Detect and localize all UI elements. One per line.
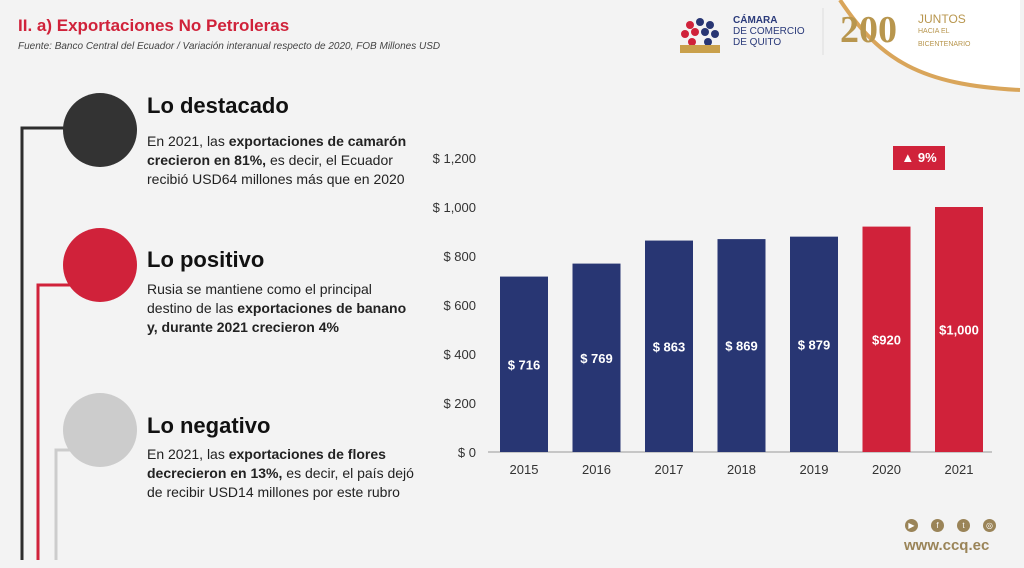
instagram-icon[interactable]: ◎ <box>983 519 996 532</box>
bicentenario-logo: 200 <box>840 9 897 51</box>
x-tick-label: 2018 <box>727 462 756 477</box>
juntos-logo-text: JUNTOS HACIA EL BICENTENARIO <box>918 12 971 48</box>
youtube-icon[interactable]: ▶ <box>905 519 918 532</box>
y-tick-label: $ 800 <box>443 249 476 264</box>
section-circle-icon <box>63 228 137 302</box>
bar <box>717 239 766 452</box>
x-tick-label: 2015 <box>510 462 539 477</box>
y-tick-label: $ 0 <box>458 445 476 460</box>
x-tick-label: 2017 <box>655 462 684 477</box>
data-label: $1,000 <box>939 323 979 338</box>
bar <box>500 276 548 452</box>
y-tick-label: $ 1,200 <box>433 151 476 166</box>
ccq-logo-icon <box>680 18 720 53</box>
data-label: $ 869 <box>725 339 758 354</box>
facebook-icon[interactable]: f <box>931 519 944 532</box>
data-label: $ 716 <box>508 357 541 372</box>
section-text: En 2021, las exportaciones de flores dec… <box>147 446 414 500</box>
growth-badge: ▲ 9% <box>893 146 945 170</box>
x-tick-label: 2016 <box>582 462 611 477</box>
bar <box>645 240 693 452</box>
x-tick-label: 2019 <box>800 462 829 477</box>
source-note: Fuente: Banco Central del Ecuador / Vari… <box>18 41 441 52</box>
section-title: Lo destacado <box>147 93 289 118</box>
page-title: II. a) Exportaciones No Petroleras <box>18 16 290 35</box>
twitter-icon[interactable]: t <box>957 519 970 532</box>
section-title: Lo positivo <box>147 247 265 272</box>
y-tick-label: $ 400 <box>443 347 476 362</box>
section-title: Lo negativo <box>147 413 271 438</box>
data-label: $920 <box>872 332 901 347</box>
section-circle-icon <box>63 393 137 467</box>
y-tick-label: $ 1,000 <box>433 200 476 215</box>
ccq-logo-text: CÁMARA DE COMERCIO DE QUITO <box>733 15 805 48</box>
section-text: En 2021, las exportaciones de camarón cr… <box>147 133 407 187</box>
y-tick-label: $ 600 <box>443 298 476 313</box>
bar <box>572 263 621 452</box>
x-tick-label: 2020 <box>872 462 901 477</box>
bar <box>935 207 983 452</box>
x-tick-label: 2021 <box>945 462 974 477</box>
data-label: $ 863 <box>653 339 686 354</box>
section-text: Rusia se mantiene como el principal dest… <box>147 281 407 335</box>
section-circle-icon <box>63 93 137 167</box>
data-label: $ 769 <box>580 351 613 366</box>
bar <box>862 226 911 452</box>
website-link[interactable]: www.ccq.ec <box>904 537 990 554</box>
data-label: $ 879 <box>798 337 831 352</box>
bar <box>790 236 838 452</box>
y-tick-label: $ 200 <box>443 396 476 411</box>
